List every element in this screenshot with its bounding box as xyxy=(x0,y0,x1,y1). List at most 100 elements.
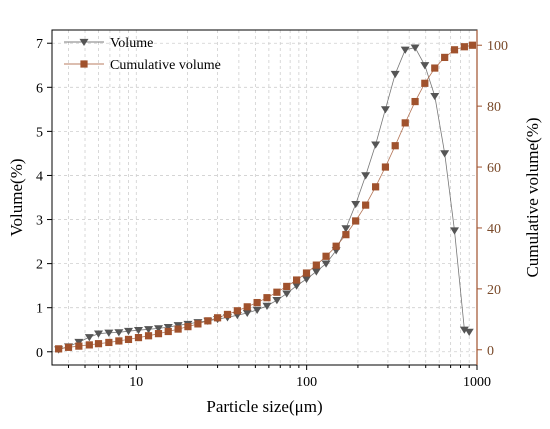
data-point xyxy=(64,343,73,351)
data-point xyxy=(273,288,281,296)
data-point xyxy=(233,307,241,315)
legend-marker xyxy=(80,60,88,68)
data-point xyxy=(391,142,399,150)
legend-label: Volume xyxy=(110,36,153,51)
data-point xyxy=(105,338,113,347)
data-point xyxy=(322,252,330,260)
data-point xyxy=(243,303,251,311)
data-point xyxy=(282,290,292,298)
data-point xyxy=(372,183,380,191)
data-point xyxy=(194,320,202,328)
x-tick-label: 1000 xyxy=(463,375,491,390)
data-point xyxy=(352,217,360,225)
data-point xyxy=(459,326,469,334)
data-point xyxy=(174,325,182,333)
y-right-tick-label: 80 xyxy=(487,100,501,115)
y-right-tick-label: 40 xyxy=(487,222,501,237)
data-point xyxy=(421,79,429,87)
data-point xyxy=(114,329,124,337)
data-point xyxy=(252,306,262,314)
data-point xyxy=(411,97,419,106)
data-point xyxy=(431,64,439,72)
y-right-tick-label: 100 xyxy=(487,39,508,54)
data-point xyxy=(164,327,172,336)
y-left-tick-label: 1 xyxy=(36,302,43,317)
data-point xyxy=(144,332,153,340)
data-point xyxy=(464,328,474,336)
y-left-tick-label: 5 xyxy=(36,125,43,140)
data-point xyxy=(351,200,361,209)
data-point xyxy=(430,92,440,101)
legend-item: Cumulative volume xyxy=(64,58,221,73)
x-tick-label: 10 xyxy=(129,375,143,390)
data-point xyxy=(450,227,460,235)
y-axis-label-right: Cumulative volume(%) xyxy=(523,117,542,277)
y-axis-label-left: Volume(%) xyxy=(7,158,26,236)
data-point xyxy=(253,298,261,307)
y-left-tick-label: 3 xyxy=(36,214,43,229)
data-point xyxy=(410,44,420,52)
data-point xyxy=(104,329,114,337)
x-tick-label: 100 xyxy=(296,375,317,390)
data-point xyxy=(223,310,232,319)
data-point xyxy=(75,342,83,350)
data-point xyxy=(468,41,477,49)
series xyxy=(54,41,477,354)
data-point xyxy=(381,163,390,171)
data-point xyxy=(124,327,134,336)
data-point xyxy=(321,260,331,268)
legend-label: Cumulative volume xyxy=(110,58,221,73)
data-point xyxy=(292,282,302,290)
data-point xyxy=(311,268,321,276)
y-right-tick-label: 20 xyxy=(487,283,501,298)
plot-frame xyxy=(51,29,478,366)
data-point xyxy=(84,334,94,342)
data-point xyxy=(94,340,103,348)
data-point xyxy=(440,150,450,158)
y-left-tick-label: 0 xyxy=(36,346,43,361)
legend-item: Volume xyxy=(64,36,153,51)
series-0 xyxy=(54,44,474,354)
y-right-tick-label: 0 xyxy=(487,344,494,359)
data-point xyxy=(144,326,154,334)
data-point xyxy=(312,261,320,269)
data-point xyxy=(302,275,312,284)
data-point xyxy=(85,341,93,349)
y-left-tick-label: 7 xyxy=(36,37,43,52)
data-point xyxy=(134,333,143,342)
data-point xyxy=(272,297,282,305)
x-axis-label: Particle size(μm) xyxy=(206,397,322,416)
legend-marker xyxy=(79,38,89,47)
data-point xyxy=(361,172,371,180)
y-left-tick-label: 2 xyxy=(36,258,43,273)
data-point xyxy=(341,225,351,233)
y-right-tick-label: 60 xyxy=(487,161,501,176)
data-point xyxy=(204,317,212,325)
y-left-tick-label: 6 xyxy=(36,81,43,96)
data-point xyxy=(94,330,104,338)
data-point xyxy=(450,46,459,54)
data-point xyxy=(293,276,301,284)
data-point xyxy=(283,282,291,291)
data-point xyxy=(133,327,143,335)
data-point xyxy=(400,46,410,54)
data-point xyxy=(55,345,63,353)
data-point xyxy=(362,201,370,209)
data-point xyxy=(420,62,430,70)
series-1 xyxy=(55,41,477,353)
data-point xyxy=(163,323,173,332)
data-point xyxy=(242,309,252,318)
data-point xyxy=(302,269,311,277)
data-point xyxy=(124,335,133,344)
legend: Volume Cumulative volume xyxy=(64,36,221,73)
data-point xyxy=(342,231,350,239)
grid xyxy=(52,30,478,365)
data-point xyxy=(380,106,390,114)
data-point xyxy=(184,323,192,331)
data-point xyxy=(441,53,449,62)
data-point xyxy=(115,337,123,345)
data-point xyxy=(154,325,164,333)
data-point xyxy=(401,119,409,127)
data-point xyxy=(332,242,340,250)
